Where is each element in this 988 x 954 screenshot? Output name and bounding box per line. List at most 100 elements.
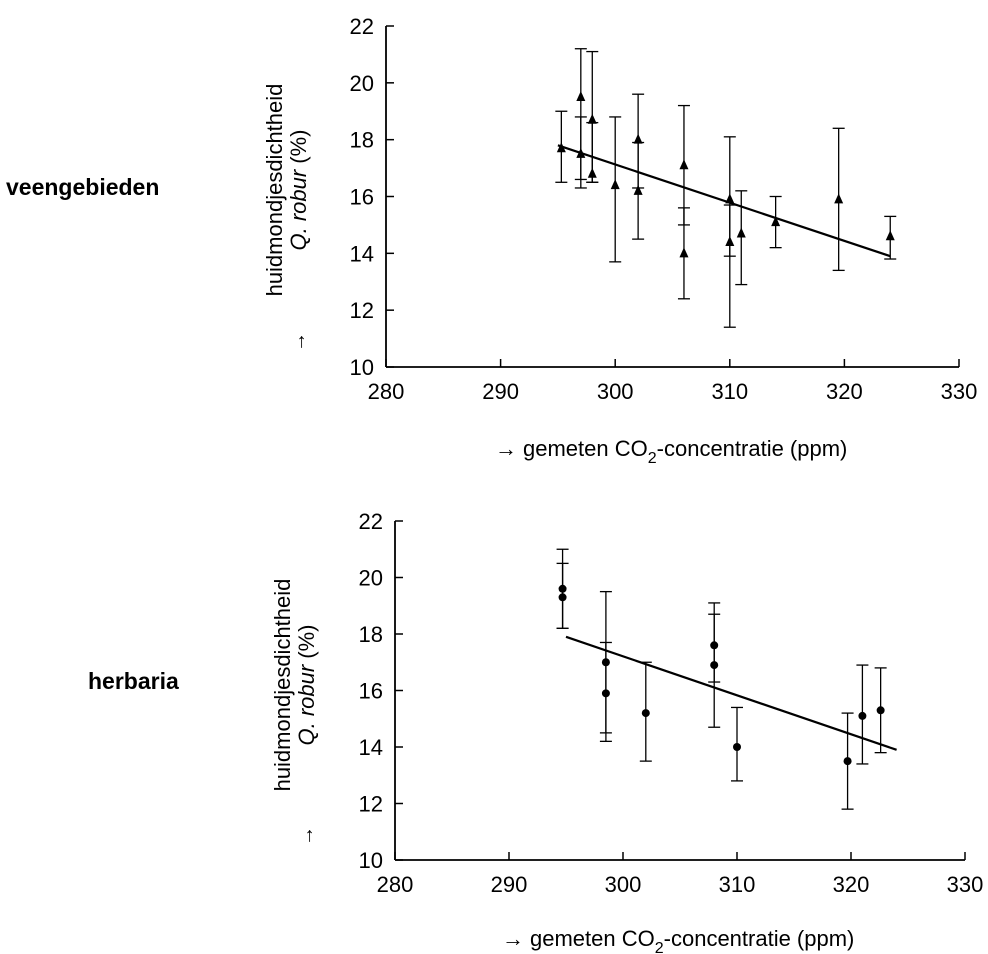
y-axis-title-unit: (%) [294,624,319,664]
y-axis-arrow: → [296,826,318,846]
y-tick-label: 20 [350,71,374,96]
x-axis-title: → gemeten CO2-concentratie (ppm) [495,436,847,467]
data-point [723,204,736,328]
x-tick-label: 300 [597,379,634,404]
x-tick-label: 280 [377,872,414,897]
y-axis-title-line2: Q. robur (%) [286,129,311,250]
y-axis-title: huidmondjesdichtheid Q. robur (%) [270,579,319,792]
data-point [677,104,690,226]
circle-marker [733,743,741,751]
data-point [586,121,599,183]
triangle-marker [679,247,689,258]
x-tick-label: 300 [605,872,642,897]
triangle-marker [587,113,597,124]
data-point [841,712,854,810]
triangle-marker [771,216,781,227]
x-axis-title-text: gemeten CO [523,436,648,461]
trend-line [565,635,897,751]
x-tick-label: 310 [711,379,748,404]
x-axis-title-text-end: -concentratie (ppm) [664,926,855,951]
x-tick-label: 290 [482,379,519,404]
circle-marker [558,593,567,602]
x-axis-title-subscript: 2 [655,940,664,954]
y-axis-title-species: Q. robur [286,168,311,250]
y-tick-label: 16 [350,185,374,210]
data-point [874,667,887,754]
y-axis-title-species: Q. robur [294,663,319,745]
x-axis-arrow: → [502,926,524,951]
y-axis-title-unit: (%) [286,129,311,169]
y-tick-label: 12 [359,792,383,817]
y-tick-label: 18 [359,622,383,647]
y-tick-label: 10 [359,848,383,873]
data-point [769,195,782,249]
x-axis-title: → gemeten CO2-concentratie (ppm) [502,926,854,954]
panel-label-herbaria: herbaria [88,668,179,694]
data-point [677,207,690,300]
data-point [731,706,743,782]
y-tick-label: 10 [350,355,374,380]
data-point [556,562,569,629]
x-axis-title-text: gemeten CO [530,926,655,951]
x-axis-title-subscript: 2 [648,450,657,467]
circle-marker [641,709,650,718]
triangle-marker [736,227,746,238]
triangle-marker [679,159,689,170]
y-axis-title: huidmondjesdichtheid Q. robur (%) [262,84,311,297]
y-axis-title-line1: huidmondjesdichtheid [270,579,295,792]
triangle-marker [885,230,895,241]
circle-marker [876,706,885,715]
y-axis-arrow: → [288,332,310,352]
circle-marker [710,661,719,670]
data-point [832,127,845,272]
triangle-marker [576,147,586,158]
panel-label-veengebieden: veengebieden [6,174,160,200]
y-axis-title-line1: huidmondjesdichtheid [262,84,287,297]
y-tick-label: 18 [350,128,374,153]
data-point [639,661,652,762]
data-point [555,110,568,183]
data-point [884,215,897,260]
triangle-marker [576,91,586,102]
triangle-marker [587,167,597,178]
data-point [708,613,721,728]
circle-marker [843,757,852,766]
y-tick-label: 14 [359,735,383,760]
data-point [599,641,612,742]
triangle-marker [556,142,566,153]
y-axis-title-line2: Q. robur (%) [294,624,319,745]
triangle-marker [834,193,844,204]
data-point [632,141,645,240]
y-tick-label: 12 [350,298,374,323]
x-axis-arrow: → [495,436,517,461]
x-tick-label: 320 [833,872,870,897]
x-axis-title-text-end: -concentratie (ppm) [657,436,848,461]
triangle-marker [610,179,620,190]
triangle-marker [725,193,735,204]
y-axis-arrow-wrap: → [288,332,310,352]
data-point [735,190,748,286]
data-point [574,116,587,189]
data-point [609,116,622,263]
x-tick-label: 310 [719,872,756,897]
x-tick-label: 330 [941,379,978,404]
y-tick-label: 22 [350,14,374,39]
triangle-marker [633,184,643,195]
circle-marker [858,711,867,720]
trend-line [557,144,891,258]
circle-marker [601,689,610,698]
y-tick-label: 16 [359,679,383,704]
x-tick-label: 320 [826,379,863,404]
triangle-marker [633,133,643,144]
y-tick-label: 14 [350,241,374,266]
y-tick-label: 22 [359,509,383,534]
triangle-marker [725,235,735,246]
x-tick-label: 280 [368,379,405,404]
y-tick-label: 20 [359,566,383,591]
x-tick-label: 330 [947,872,984,897]
x-tick-label: 290 [491,872,528,897]
y-axis-arrow-wrap: → [296,826,318,846]
